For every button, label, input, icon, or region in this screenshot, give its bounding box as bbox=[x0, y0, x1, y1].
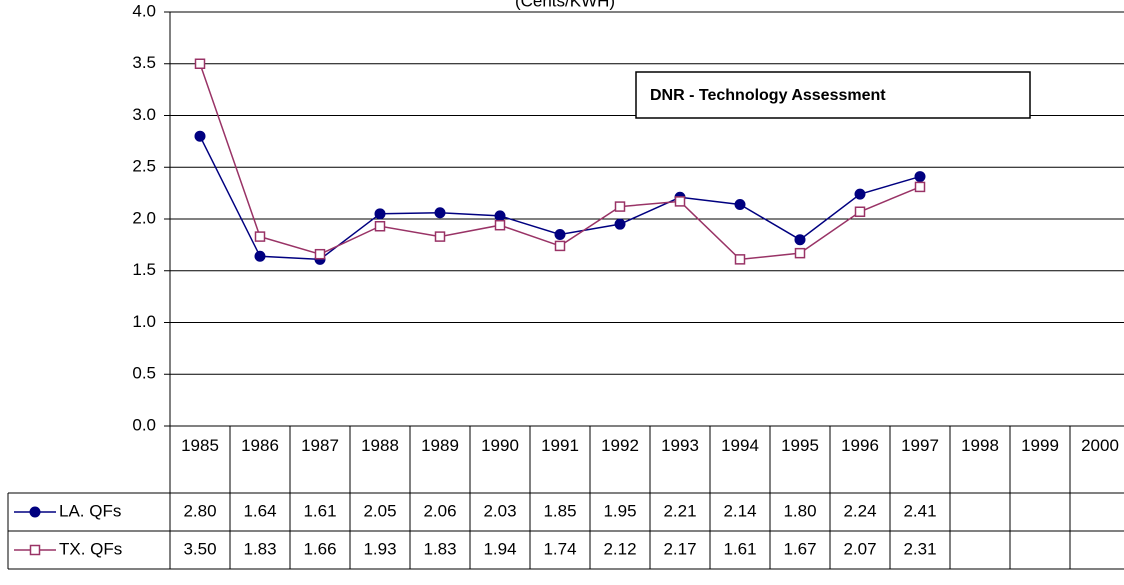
table-value: 2.03 bbox=[483, 501, 516, 520]
x-tick-label: 1989 bbox=[421, 436, 459, 455]
point bbox=[194, 130, 206, 142]
point bbox=[794, 234, 806, 246]
x-tick-label: 1991 bbox=[541, 436, 579, 455]
x-tick-label: 1995 bbox=[781, 436, 819, 455]
table-value: 1.80 bbox=[783, 501, 816, 520]
table-value: 2.14 bbox=[723, 501, 756, 520]
point bbox=[254, 231, 266, 242]
x-tick-label: 1986 bbox=[241, 436, 279, 455]
x-tick-label: 1996 bbox=[841, 436, 879, 455]
point bbox=[554, 229, 566, 241]
point bbox=[614, 218, 626, 230]
table-value: 1.74 bbox=[543, 539, 576, 558]
table-value: 2.12 bbox=[603, 539, 636, 558]
point bbox=[614, 201, 626, 212]
x-tick-label: 1990 bbox=[481, 436, 519, 455]
x-tick-label: 1993 bbox=[661, 436, 699, 455]
table-value: 1.67 bbox=[783, 539, 816, 558]
x-tick-label: 1998 bbox=[961, 436, 999, 455]
legend-marker bbox=[29, 506, 41, 518]
annotation-box bbox=[635, 71, 1031, 119]
y-tick-label: 3.5 bbox=[132, 53, 156, 72]
table-value: 2.80 bbox=[183, 501, 216, 520]
point bbox=[194, 58, 206, 69]
legend-marker bbox=[29, 544, 41, 556]
table-value: 1.93 bbox=[363, 539, 396, 558]
x-tick-label: 1992 bbox=[601, 436, 639, 455]
x-tick-label: 1987 bbox=[301, 436, 339, 455]
x-tick-label: 1985 bbox=[181, 436, 219, 455]
point bbox=[554, 240, 566, 252]
x-tick-label: 1997 bbox=[901, 436, 939, 455]
x-tick-label: 2000 bbox=[1081, 436, 1119, 455]
point bbox=[854, 206, 866, 218]
y-tick-label: 0.5 bbox=[132, 364, 156, 383]
y-tick-label: 2.5 bbox=[132, 157, 156, 176]
table-value: 2.05 bbox=[363, 501, 396, 520]
y-tick-label: 3.0 bbox=[132, 105, 156, 124]
y-tick-label: 1.0 bbox=[132, 312, 156, 331]
y-tick-label: 1.5 bbox=[132, 260, 156, 279]
x-tick-label: 1999 bbox=[1021, 436, 1059, 455]
table-value: 1.85 bbox=[543, 501, 576, 520]
point bbox=[374, 208, 386, 220]
chart-title: (Cents/KWH) bbox=[515, 0, 615, 10]
point bbox=[854, 188, 866, 200]
point bbox=[914, 171, 926, 183]
y-tick-label: 2.0 bbox=[132, 208, 156, 227]
table-value: 1.94 bbox=[483, 539, 516, 558]
legend-label: LA. QFs bbox=[59, 501, 121, 520]
point bbox=[374, 220, 386, 232]
point bbox=[734, 199, 746, 211]
legend-label: TX. QFs bbox=[59, 539, 122, 558]
table-value: 1.66 bbox=[303, 539, 336, 558]
point bbox=[734, 254, 746, 265]
point bbox=[914, 181, 926, 193]
table-value: 2.41 bbox=[903, 501, 936, 520]
point bbox=[674, 196, 686, 207]
point bbox=[494, 210, 506, 222]
table-value: 2.24 bbox=[843, 501, 876, 520]
table-value: 1.61 bbox=[723, 539, 756, 558]
table-value: 2.31 bbox=[903, 539, 936, 558]
table-value: 1.95 bbox=[603, 501, 636, 520]
table-value: 2.21 bbox=[663, 501, 696, 520]
table-value: 1.83 bbox=[243, 539, 276, 558]
point bbox=[254, 250, 266, 262]
point bbox=[494, 219, 506, 231]
x-tick-label: 1994 bbox=[721, 436, 759, 455]
point bbox=[794, 247, 806, 259]
table-value: 2.17 bbox=[663, 539, 696, 558]
y-tick-label: 4.0 bbox=[132, 1, 156, 20]
y-tick-label: 0.0 bbox=[132, 415, 156, 434]
table-value: 1.83 bbox=[423, 539, 456, 558]
table-value: 2.06 bbox=[423, 501, 456, 520]
point bbox=[434, 207, 446, 219]
x-tick-label: 1988 bbox=[361, 436, 399, 455]
table-value: 1.61 bbox=[303, 501, 336, 520]
point bbox=[434, 231, 446, 242]
table-value: 2.07 bbox=[843, 539, 876, 558]
table-value: 1.64 bbox=[243, 501, 276, 520]
table-value: 3.50 bbox=[183, 539, 216, 558]
annotation: DNR - Technology Assessment bbox=[650, 87, 886, 104]
point bbox=[314, 248, 326, 260]
